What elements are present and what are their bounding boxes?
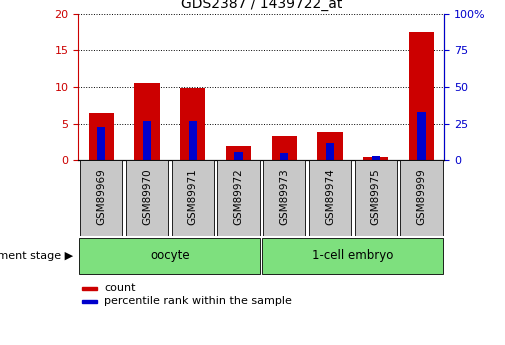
Text: GSM89974: GSM89974 bbox=[325, 168, 335, 225]
Text: GSM89973: GSM89973 bbox=[279, 168, 289, 225]
Bar bbox=[418, 112, 426, 160]
Bar bbox=[97, 127, 105, 160]
Text: GSM89972: GSM89972 bbox=[233, 168, 243, 225]
Bar bbox=[318, 132, 342, 160]
Text: oocyte: oocyte bbox=[150, 249, 189, 262]
Bar bbox=[263, 160, 305, 236]
Bar bbox=[134, 83, 160, 160]
Bar bbox=[126, 160, 168, 236]
Bar bbox=[82, 300, 96, 303]
Bar bbox=[363, 157, 388, 160]
Text: development stage ▶: development stage ▶ bbox=[0, 251, 73, 261]
Title: GDS2387 / 1439722_at: GDS2387 / 1439722_at bbox=[181, 0, 342, 11]
Text: GSM89970: GSM89970 bbox=[142, 169, 152, 225]
Text: GSM89971: GSM89971 bbox=[188, 168, 197, 225]
Bar bbox=[409, 32, 434, 160]
Bar bbox=[400, 160, 442, 236]
Bar bbox=[355, 160, 397, 236]
Text: percentile rank within the sample: percentile rank within the sample bbox=[104, 296, 292, 306]
Bar bbox=[372, 156, 380, 160]
Text: 1-cell embryo: 1-cell embryo bbox=[312, 249, 393, 262]
Bar bbox=[217, 160, 260, 236]
Bar bbox=[82, 287, 96, 290]
Text: GSM89969: GSM89969 bbox=[96, 168, 106, 225]
Bar bbox=[88, 113, 114, 160]
Text: count: count bbox=[104, 283, 135, 293]
Bar bbox=[234, 152, 242, 160]
Bar bbox=[262, 238, 443, 274]
Bar bbox=[80, 160, 122, 236]
Bar bbox=[172, 160, 214, 236]
Bar bbox=[280, 153, 288, 160]
Bar bbox=[188, 121, 197, 160]
Bar bbox=[226, 147, 251, 160]
Text: GSM89999: GSM89999 bbox=[417, 168, 427, 225]
Bar bbox=[309, 160, 351, 236]
Text: GSM89975: GSM89975 bbox=[371, 168, 381, 225]
Bar bbox=[272, 136, 297, 160]
Bar bbox=[79, 238, 261, 274]
Bar bbox=[143, 121, 151, 160]
Bar bbox=[180, 88, 205, 160]
Bar bbox=[326, 143, 334, 160]
